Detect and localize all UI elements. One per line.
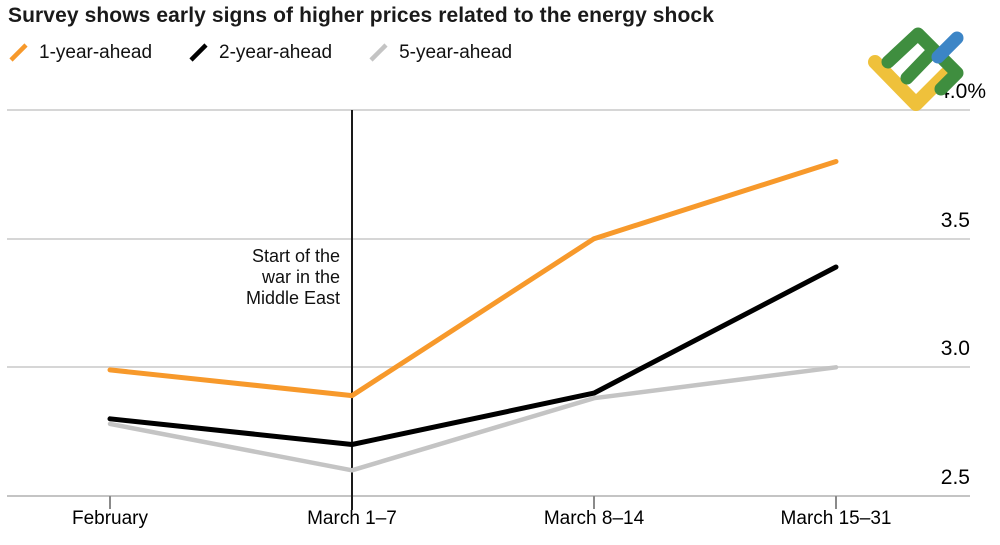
x-axis-label-March 8–14: March 8–14 — [543, 508, 645, 529]
logo-blue-tip — [931, 31, 964, 64]
event-line — [351, 110, 353, 510]
legend-item-2-year-ahead[interactable]: 2-year-ahead — [188, 42, 332, 64]
gridline-3.5 — [7, 237, 970, 240]
x-tick-February — [109, 496, 111, 509]
legend: 1-year-ahead 2-year-ahead 5-year-ahead — [8, 42, 548, 64]
legend-label: 5-year-ahead — [399, 42, 513, 63]
series-line-5-year-ahead — [107, 365, 839, 473]
legend-label: 1-year-ahead — [39, 42, 153, 63]
gridline-4.0% — [7, 109, 970, 111]
legend-item-5-year-ahead[interactable]: 5-year-ahead — [368, 42, 512, 64]
x-axis-label-March 1–7: March 1–7 — [307, 508, 397, 529]
litefinance-logo — [868, 27, 964, 111]
legend-line-icon — [9, 43, 28, 62]
legend-line-icon — [369, 43, 388, 62]
x-axis-label-February: February — [71, 508, 149, 529]
series-line-1-year-ahead — [107, 159, 839, 399]
logo-green-crossbar — [900, 44, 940, 85]
gridline-3.0 — [7, 366, 970, 369]
x-tick-March 15–31 — [835, 496, 837, 509]
series-line-2-year-ahead — [107, 264, 839, 447]
legend-label: 2-year-ahead — [219, 42, 333, 63]
y-axis-label-3.0: 3.0 — [940, 337, 970, 361]
chart-title: Survey shows early signs of higher price… — [8, 4, 714, 27]
y-axis-label-2.5: 2.5 — [940, 466, 970, 489]
x-tick-March 8–14 — [593, 496, 595, 509]
logo-yellow-check — [868, 55, 953, 111]
legend-line-icon — [189, 43, 208, 62]
x-axis-label-March 15–31: March 15–31 — [780, 508, 892, 529]
x-axis-line — [7, 495, 970, 497]
event-annotation: Start of the war in the Middle East — [245, 246, 340, 308]
legend-item-1-year-ahead[interactable]: 1-year-ahead — [8, 42, 152, 64]
y-axis-label-3.5: 3.5 — [940, 208, 970, 232]
